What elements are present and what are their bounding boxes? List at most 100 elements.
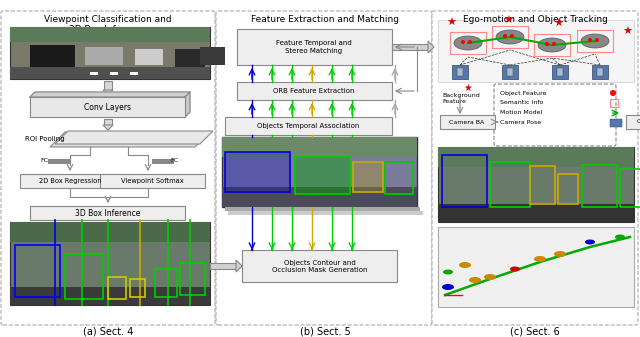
Text: ★: ★ [463,83,472,93]
Bar [10,222,210,305]
Bar [15,245,60,297]
Bar [610,99,618,107]
Circle shape [595,38,599,42]
Bar [552,65,568,79]
Bar [530,166,555,204]
Bar [592,65,608,79]
Bar [385,162,413,194]
Circle shape [610,90,616,96]
Bar [20,174,120,188]
Bar [210,263,236,269]
Polygon shape [103,125,113,130]
Bar [30,206,185,220]
Bar [492,26,528,48]
Bar [242,250,397,282]
Text: ★: ★ [503,16,513,26]
Bar [10,67,210,79]
Ellipse shape [443,270,453,275]
FancyBboxPatch shape [1,11,215,325]
Circle shape [588,38,592,42]
Text: ★: ★ [622,27,632,37]
Bar [225,207,420,211]
Text: FC: FC [40,157,48,162]
Bar [582,165,617,207]
Bar [353,162,383,192]
Text: Viewpoint Softmax: Viewpoint Softmax [121,178,183,184]
Bar [65,254,103,299]
Bar [222,187,417,207]
Circle shape [545,42,549,46]
Polygon shape [30,92,190,97]
Polygon shape [103,90,113,95]
Ellipse shape [469,277,481,283]
Text: ROI Pooling: ROI Pooling [25,136,65,142]
Ellipse shape [534,256,546,262]
Bar [577,30,613,52]
Text: Motion Model: Motion Model [500,111,542,116]
Bar [440,115,495,129]
Polygon shape [236,260,242,272]
Bar [442,155,487,207]
Ellipse shape [459,262,471,268]
Bar [438,204,634,222]
Text: Viewpoint Classification and
3D Box Inference: Viewpoint Classification and 3D Box Infe… [44,15,172,34]
Text: Conv Layers: Conv Layers [84,102,131,112]
FancyBboxPatch shape [494,84,616,146]
Bar [104,119,112,125]
Bar [438,147,634,222]
Bar [30,45,75,67]
Bar [48,159,70,164]
Bar [10,27,210,79]
Bar [30,97,185,117]
Bar [10,222,210,242]
Bar [457,68,463,76]
Ellipse shape [615,235,625,240]
FancyBboxPatch shape [216,11,432,325]
Bar [438,227,634,307]
Ellipse shape [538,38,566,52]
Text: Ego-motion and Object Tracking: Ego-motion and Object Tracking [463,15,607,24]
FancyBboxPatch shape [432,11,638,325]
Text: (a) Sect. 4: (a) Sect. 4 [83,326,133,336]
Polygon shape [185,92,190,117]
Text: Objects Temporal Association: Objects Temporal Association [257,123,359,129]
Polygon shape [55,131,213,144]
Text: Objects Contour and
Occlusion Mask Generation: Objects Contour and Occlusion Mask Gener… [272,259,368,273]
Text: Object Feature: Object Feature [500,91,547,95]
Text: 2D Box Regression: 2D Box Regression [39,178,101,184]
Bar [295,157,350,194]
Bar [610,119,622,127]
Bar [502,65,518,79]
Bar [452,65,468,79]
Text: ★: ★ [446,18,456,28]
Ellipse shape [585,240,595,245]
Ellipse shape [454,36,482,50]
Ellipse shape [554,251,566,257]
Bar [557,68,563,76]
Ellipse shape [496,30,524,44]
Bar [295,157,350,194]
Ellipse shape [484,274,496,280]
Bar [626,115,640,129]
Bar [108,277,126,299]
Ellipse shape [581,34,609,48]
Bar [180,263,205,295]
Bar [10,287,210,305]
Circle shape [503,34,507,38]
Polygon shape [428,41,434,53]
Circle shape [510,34,514,38]
Bar [597,68,603,76]
Bar [222,137,417,157]
Bar [155,269,177,297]
Bar [110,72,118,75]
Text: ORB Feature Extraction: ORB Feature Extraction [273,88,355,94]
Circle shape [552,42,556,46]
Bar [130,72,138,75]
Bar [295,157,350,194]
Circle shape [461,40,465,44]
Text: Background
Feature: Background Feature [442,93,480,104]
Bar [90,72,98,75]
Bar [85,47,123,65]
Bar [534,34,570,56]
Bar [104,81,112,90]
